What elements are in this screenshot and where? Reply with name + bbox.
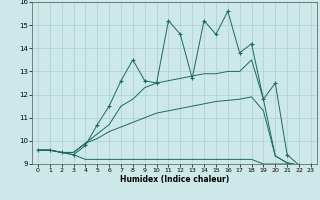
X-axis label: Humidex (Indice chaleur): Humidex (Indice chaleur) (120, 175, 229, 184)
